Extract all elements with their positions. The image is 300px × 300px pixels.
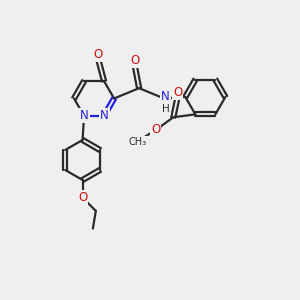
Text: O: O [173, 86, 182, 99]
Text: N: N [100, 109, 108, 122]
Text: N: N [161, 91, 170, 103]
Text: O: O [94, 48, 103, 61]
Text: H: H [162, 104, 170, 114]
Text: N: N [80, 109, 88, 122]
Text: O: O [130, 54, 139, 67]
Text: CH₃: CH₃ [129, 137, 147, 147]
Text: O: O [151, 123, 160, 136]
Text: O: O [78, 191, 87, 204]
